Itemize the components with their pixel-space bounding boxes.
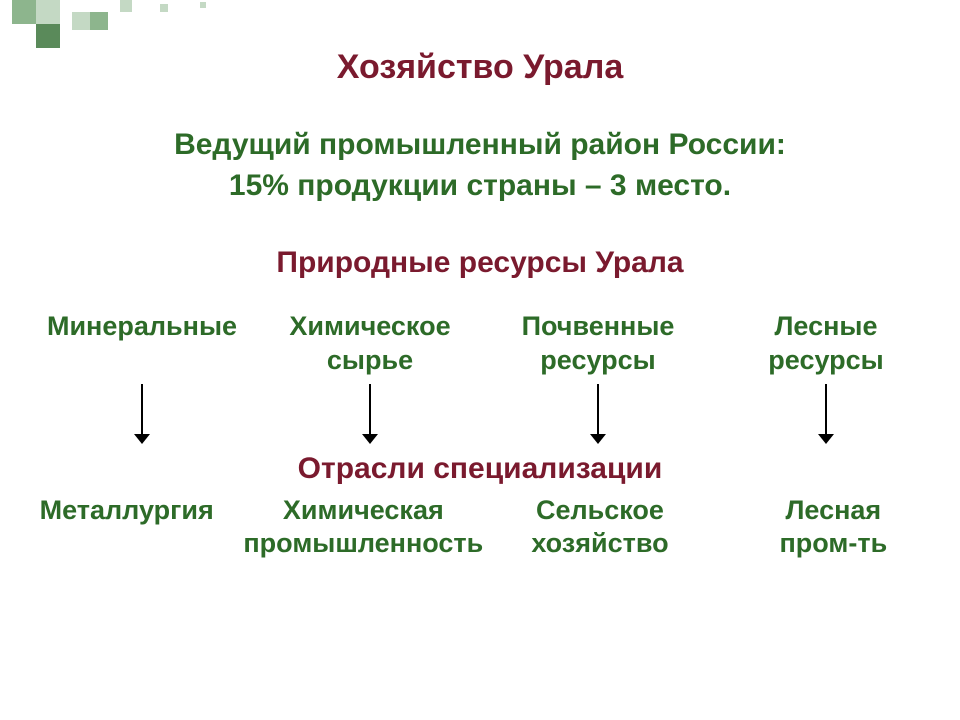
branch-item: Химическаяпромышленность [243,494,483,562]
arrow-cell [28,384,256,444]
branch-line2: промышленность [243,527,483,561]
corner-decoration [0,0,240,70]
branch-line1: Сельское [483,494,716,528]
deco-square [72,12,90,30]
deco-square [200,2,206,8]
arrow-cell [484,384,712,444]
resource-line2: ресурсы [484,344,712,378]
arrow-down-icon [588,384,608,444]
resource-item: Минеральные [28,310,256,378]
subtitle-line1: Ведущий промышленный район России: [0,125,960,166]
branch-line1: Металлургия [10,494,243,528]
resource-line2: ресурсы [712,344,940,378]
resource-line1: Минеральные [28,310,256,344]
branch-item: Сельскоехозяйство [483,494,716,562]
resource-line1: Химическое [256,310,484,344]
deco-square [36,0,60,24]
arrow-cell [712,384,940,444]
arrow-down-icon [360,384,380,444]
section-resources-title: Природные ресурсы Урала [0,246,960,280]
subtitle-block: Ведущий промышленный район России: 15% п… [0,125,960,206]
section-branches-title: Отрасли специализации [0,452,960,486]
resource-item: Лесныересурсы [712,310,940,378]
arrows-row [0,384,960,444]
deco-square [120,0,132,12]
arrow-down-icon [132,384,152,444]
deco-square [90,12,108,30]
resources-row: Минеральные ХимическоесырьеПочвенныересу… [0,310,960,378]
deco-square [36,24,60,48]
resource-line2: сырье [256,344,484,378]
branch-line2: хозяйство [483,527,716,561]
branches-row: МеталлургияХимическаяпромышленностьСельс… [0,494,960,562]
subtitle-line2: 15% продукции страны – 3 место. [0,166,960,207]
branch-line1: Лесная [717,494,950,528]
branch-line1: Химическая [243,494,483,528]
arrow-cell [256,384,484,444]
resource-item: Почвенныересурсы [484,310,712,378]
branch-item: Леснаяпром-ть [717,494,950,562]
resource-item: Химическоесырье [256,310,484,378]
branch-item: Металлургия [10,494,243,562]
deco-square [160,4,168,12]
resource-line1: Лесные [712,310,940,344]
arrow-down-icon [816,384,836,444]
deco-square [12,0,36,24]
branch-line2: пром-ть [717,527,950,561]
resource-line1: Почвенные [484,310,712,344]
